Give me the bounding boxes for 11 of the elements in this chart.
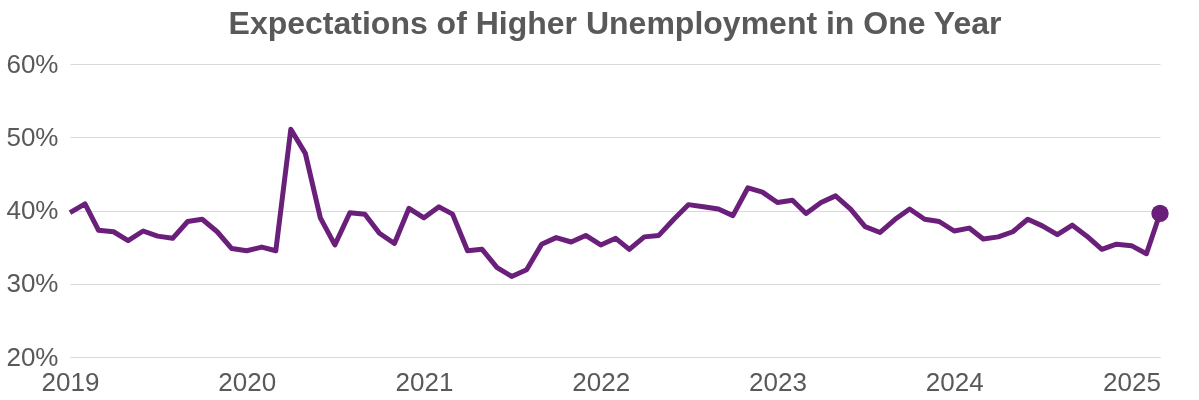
- x-tick-label: 2022: [572, 366, 631, 397]
- y-tick-label: 30%: [6, 268, 59, 299]
- y-tick-label: 50%: [6, 121, 59, 152]
- y-tick-label: 60%: [6, 48, 59, 79]
- x-tick-label: 2020: [218, 366, 277, 397]
- x-tick-label: 2025: [1103, 366, 1161, 397]
- x-tick-label: 2024: [925, 366, 984, 397]
- y-tick-label: 40%: [6, 195, 59, 225]
- x-tick-label: 2023: [749, 366, 807, 397]
- chart-title: Expectations of Higher Unemployment in One Year: [228, 5, 1002, 41]
- x-tick-label: 2021: [395, 366, 454, 397]
